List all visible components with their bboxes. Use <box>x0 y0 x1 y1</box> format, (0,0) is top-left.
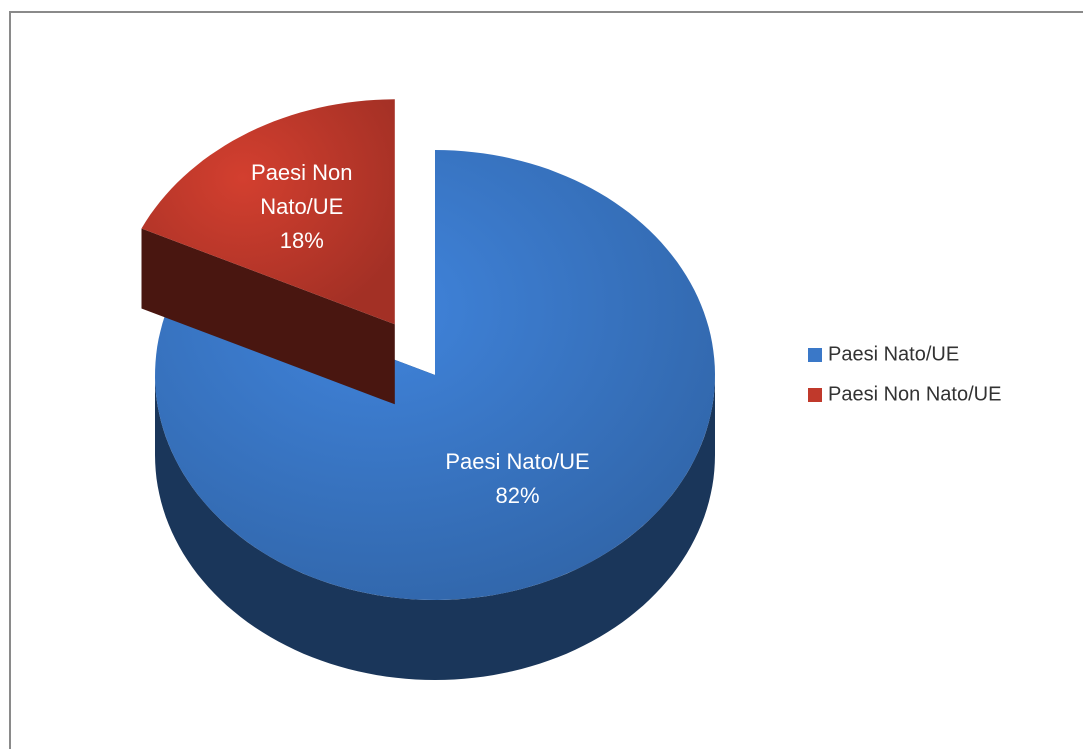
label-category: Paesi Non Nato/UE <box>251 159 353 219</box>
pie-slice <box>141 99 395 405</box>
legend-swatch <box>808 348 822 362</box>
label-value: 18% <box>279 227 324 253</box>
slice-top <box>155 150 715 600</box>
label-category: Paesi Nato/UE <box>445 449 590 475</box>
data-label: Paesi Nato/UE 82% <box>408 445 628 513</box>
data-label: Paesi Non Nato/UE 18% <box>242 156 362 258</box>
legend-swatch <box>808 388 822 402</box>
label-value: 82% <box>495 483 540 509</box>
slice-top <box>141 99 395 325</box>
legend-label: Paesi Nato/UE <box>828 343 959 365</box>
slice-side <box>155 375 715 680</box>
legend-label: Paesi Non Nato/UE <box>828 383 1001 405</box>
slice-cut-face <box>141 228 395 405</box>
